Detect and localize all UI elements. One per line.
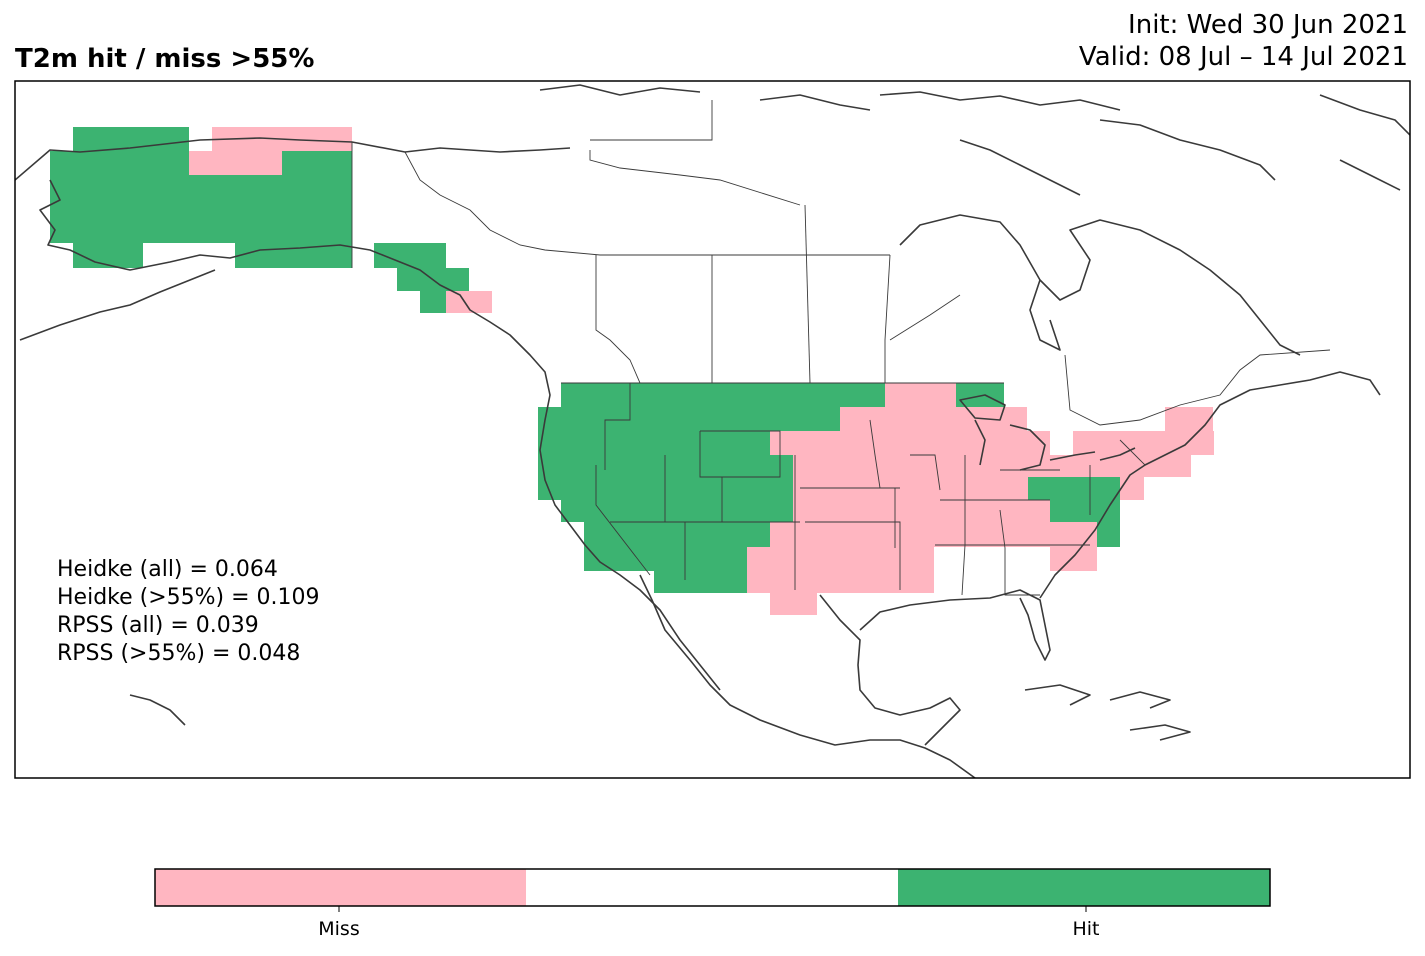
hit-cell	[50, 175, 352, 220]
colorbar	[154, 868, 1271, 912]
hit-cell	[50, 151, 189, 175]
colorbar-miss-segment	[155, 869, 526, 906]
miss-cell	[840, 407, 1027, 431]
hit-cell	[561, 500, 793, 522]
valid-range: Valid: 08 Jul – 14 Jul 2021	[1078, 42, 1408, 72]
miss-cell	[446, 291, 492, 313]
west-us-cells	[538, 383, 885, 593]
hit-cell	[561, 383, 885, 407]
hit-cell	[956, 383, 1004, 407]
skill-scores: Heidke (all) = 0.064 Heidke (>55%) = 0.1…	[57, 556, 320, 668]
colorbar-label-miss: Miss	[318, 918, 360, 940]
colorbar-label-hit: Hit	[1072, 918, 1100, 940]
miss-cell	[793, 477, 1028, 500]
miss-cell	[747, 547, 934, 571]
hit-cell	[235, 243, 352, 268]
coastlines	[15, 84, 1410, 778]
hit-cell	[538, 431, 770, 455]
hit-cell	[1050, 500, 1120, 522]
miss-cell	[793, 500, 1050, 522]
miss-cell	[747, 571, 934, 593]
hit-cell	[538, 477, 793, 500]
miss-cell	[1050, 547, 1097, 571]
hit-cell	[584, 547, 747, 571]
miss-cell	[793, 455, 1191, 477]
colorbar-hit-segment	[898, 869, 1270, 906]
map-frame	[14, 80, 1411, 779]
miss-cell	[1120, 477, 1144, 500]
hit-cell	[73, 127, 189, 151]
hit-cell	[1097, 522, 1120, 547]
rpss-all: RPSS (all) = 0.039	[57, 613, 259, 638]
init-date: Init: Wed 30 Jun 2021	[1128, 10, 1408, 40]
hit-cell	[143, 220, 352, 243]
miss-cell	[189, 151, 282, 175]
miss-cell	[770, 522, 1097, 547]
hit-cell	[50, 220, 143, 243]
miss-cell	[770, 593, 817, 615]
miss-cell	[1165, 407, 1213, 431]
hit-cell	[420, 291, 446, 313]
hit-cell	[282, 151, 352, 175]
rpss-55: RPSS (>55%) = 0.048	[57, 641, 301, 666]
miss-cell	[885, 383, 956, 407]
hit-cell	[73, 243, 143, 268]
hit-cell	[654, 571, 747, 593]
central-east-cells	[747, 383, 1214, 615]
heidke-all: Heidke (all) = 0.064	[57, 557, 278, 582]
colorbar-neutral-segment	[526, 869, 898, 906]
hit-cell	[584, 522, 770, 547]
colorbar-frame	[154, 868, 1271, 907]
hit-cell	[538, 407, 840, 431]
hit-cell	[538, 455, 793, 477]
miss-cell	[770, 431, 1050, 455]
miss-cell	[1073, 431, 1214, 455]
hit-cell	[374, 243, 446, 268]
panhandle-cells	[374, 243, 492, 313]
borders	[351, 100, 1331, 596]
hit-cell	[1028, 477, 1120, 500]
heidke-55: Heidke (>55%) = 0.109	[57, 585, 320, 610]
alaska-cells	[50, 127, 352, 268]
map-title: T2m hit / miss >55%	[15, 44, 315, 74]
